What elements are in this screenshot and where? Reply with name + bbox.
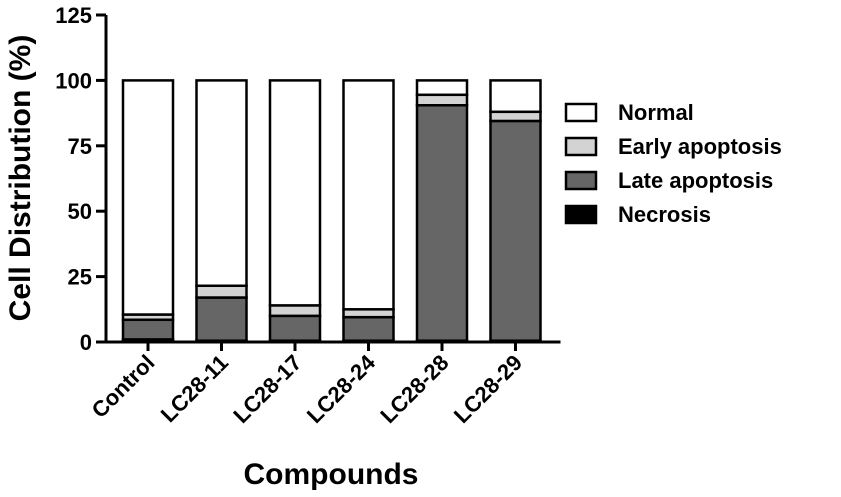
- x-tick-label-lc28-28: LC28-28: [375, 350, 453, 428]
- y-tick-label: 75: [68, 134, 92, 159]
- y-tick-label: 100: [55, 68, 92, 93]
- x-tick-label-lc28-24: LC28-24: [302, 349, 381, 428]
- bar-segment-late-apoptosis-lc28-29: [489, 119, 542, 342]
- y-tick-label: 50: [68, 199, 92, 224]
- legend-swatch-late-apoptosis: [564, 170, 598, 191]
- legend-swatch-early-apoptosis: [564, 136, 598, 157]
- legend-swatch-necrosis: [564, 204, 598, 225]
- x-axis-title: Compounds: [244, 458, 419, 491]
- bar-segment-normal-lc28-17: [268, 79, 322, 307]
- bar-segment-late-apoptosis-lc28-17: [268, 314, 322, 342]
- x-tick-label-control: Control: [87, 350, 160, 423]
- bar-segment-normal-control: [121, 79, 175, 316]
- x-tick-label-lc28-11: LC28-11: [156, 350, 233, 427]
- bar-segment-normal-lc28-11: [195, 79, 248, 288]
- bar-segment-normal-lc28-28: [415, 79, 469, 97]
- legend-label-necrosis: Necrosis: [618, 202, 711, 227]
- legend-label-normal: Normal: [618, 100, 694, 125]
- bar-segment-late-apoptosis-control: [121, 318, 175, 341]
- bar-segment-late-apoptosis-lc28-28: [415, 104, 469, 342]
- y-tick-label: 125: [55, 3, 92, 28]
- bar-segment-normal-lc28-29: [489, 79, 542, 114]
- x-tick-label-lc28-29: LC28-29: [449, 350, 527, 428]
- bar-segment-early-apoptosis-lc28-29: [489, 110, 542, 123]
- bar-segment-early-apoptosis-lc28-11: [195, 284, 248, 299]
- y-axis-title: Cell Distribution (%): [4, 35, 37, 322]
- legend: Normal Early apoptosis Late apoptosis Necro…: [564, 100, 782, 227]
- bar-segment-late-apoptosis-lc28-11: [195, 296, 248, 342]
- legend-label-early-apoptosis: Early apoptosis: [618, 134, 782, 159]
- legend-swatch-normal: [564, 102, 598, 123]
- bar-segment-early-apoptosis-lc28-17: [268, 304, 322, 318]
- bar-segment-normal-lc28-24: [342, 79, 395, 311]
- bar-segment-late-apoptosis-lc28-24: [342, 315, 395, 342]
- bars-group: [121, 79, 542, 344]
- bar-segment-early-apoptosis-lc28-28: [415, 93, 469, 107]
- y-tick-label: 25: [68, 265, 92, 290]
- y-tick-label: 0: [80, 330, 92, 355]
- legend-label-late-apoptosis: Late apoptosis: [618, 168, 773, 193]
- x-tick-label-lc28-17: LC28-17: [228, 350, 306, 428]
